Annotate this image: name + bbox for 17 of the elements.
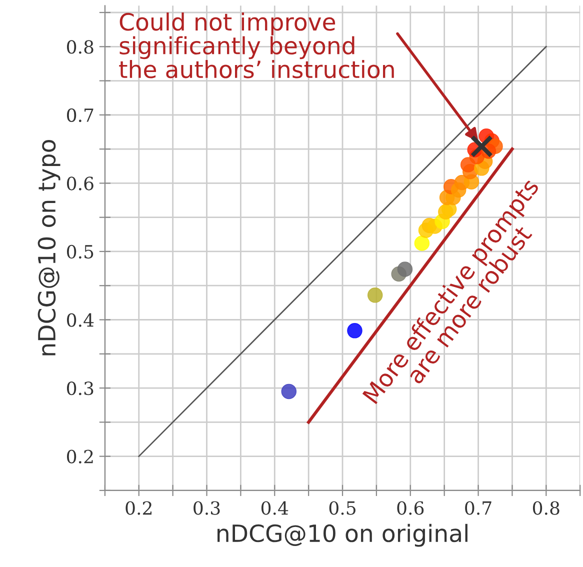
x-tick-label: 0.2 xyxy=(126,501,152,515)
x-tick-label: 0.5 xyxy=(329,501,356,515)
annotation: Could not improve significantly beyond the authors’ instruction xyxy=(119,12,394,78)
y-tick-label: 0.4 xyxy=(67,313,94,327)
x-axis-title: nDCG@10 on original xyxy=(218,524,468,547)
x-tick-label: 0.8 xyxy=(532,501,560,515)
y-axis-title: nDCG@10 on typo xyxy=(38,140,60,356)
y-tick-label: 0.5 xyxy=(67,244,94,259)
x-tick-label: 0.6 xyxy=(397,501,424,515)
y-tick-label: 0.2 xyxy=(67,450,93,464)
y-tick-label: 0.3 xyxy=(67,381,94,396)
x-tick-label: 0.3 xyxy=(194,501,220,515)
x-tick-label: 0.4 xyxy=(261,501,288,515)
x-tick-label: 0.7 xyxy=(465,501,492,515)
y-tick-label: 0.8 xyxy=(67,40,94,54)
y-tick-label: 0.6 xyxy=(67,176,94,190)
y-tick-label: 0.7 xyxy=(67,108,94,122)
